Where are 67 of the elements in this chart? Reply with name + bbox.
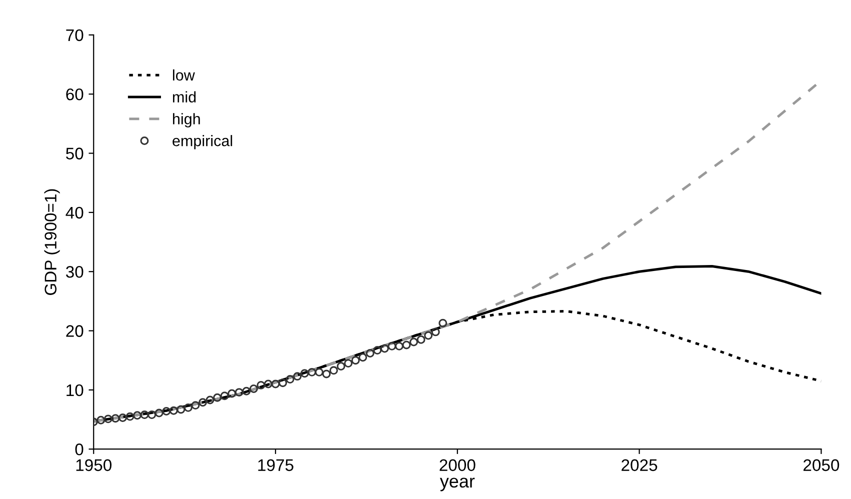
point — [162, 406, 171, 416]
point — [314, 368, 324, 376]
point — [256, 380, 266, 390]
point — [206, 396, 214, 404]
point — [133, 411, 142, 420]
point — [366, 349, 374, 358]
point — [336, 362, 346, 371]
point — [308, 368, 316, 376]
point — [191, 401, 200, 410]
point — [278, 378, 288, 388]
y-tick-label: 0 — [75, 444, 84, 456]
point — [329, 366, 338, 375]
point — [228, 389, 236, 398]
point — [344, 359, 353, 368]
point — [220, 392, 229, 400]
point — [234, 388, 244, 397]
point — [300, 369, 309, 378]
x-tick-label: 2050 — [804, 459, 840, 472]
point — [118, 414, 127, 422]
x-tick-label: 1950 — [76, 459, 112, 472]
point — [416, 335, 426, 344]
point — [140, 410, 149, 420]
point — [148, 410, 156, 420]
point — [184, 403, 192, 412]
point — [198, 398, 207, 407]
x-tick-label: 1975 — [258, 459, 294, 472]
point — [394, 342, 404, 350]
y-tick-label: 10 — [66, 384, 84, 396]
y-tick-label: 60 — [66, 88, 84, 100]
point — [380, 344, 389, 353]
point — [264, 380, 272, 388]
point — [111, 414, 120, 423]
point — [431, 328, 440, 336]
point — [169, 406, 178, 415]
point — [176, 405, 186, 414]
point — [438, 318, 448, 328]
point — [358, 353, 368, 362]
x-tick-label: 2025 — [622, 459, 658, 472]
point — [373, 346, 382, 355]
point — [322, 370, 331, 378]
y-axis-title: GDP (1900=1) — [44, 189, 60, 295]
x-tick-label: 2000 — [440, 459, 476, 472]
point — [388, 342, 396, 350]
point — [126, 412, 134, 421]
point — [424, 331, 433, 340]
y-tick-label: 40 — [66, 206, 84, 219]
legend-label: empirical — [172, 135, 232, 150]
legend-label: mid — [172, 91, 196, 102]
legend-label: low — [172, 69, 195, 81]
y-tick-label: 50 — [66, 148, 84, 160]
point — [410, 338, 418, 346]
point — [104, 414, 112, 424]
y-tick-label: 30 — [66, 266, 84, 278]
x-axis-title: year — [440, 478, 475, 492]
point — [154, 408, 164, 418]
point — [96, 416, 106, 424]
point — [402, 340, 411, 350]
point — [286, 375, 294, 384]
point — [213, 393, 222, 402]
point — [242, 386, 251, 396]
legend-label: high — [173, 113, 200, 128]
point — [293, 372, 302, 381]
point — [271, 380, 280, 388]
y-tick-label: 70 — [66, 29, 84, 42]
point — [351, 356, 360, 365]
y-tick-label: 20 — [66, 325, 84, 337]
point — [249, 384, 258, 393]
